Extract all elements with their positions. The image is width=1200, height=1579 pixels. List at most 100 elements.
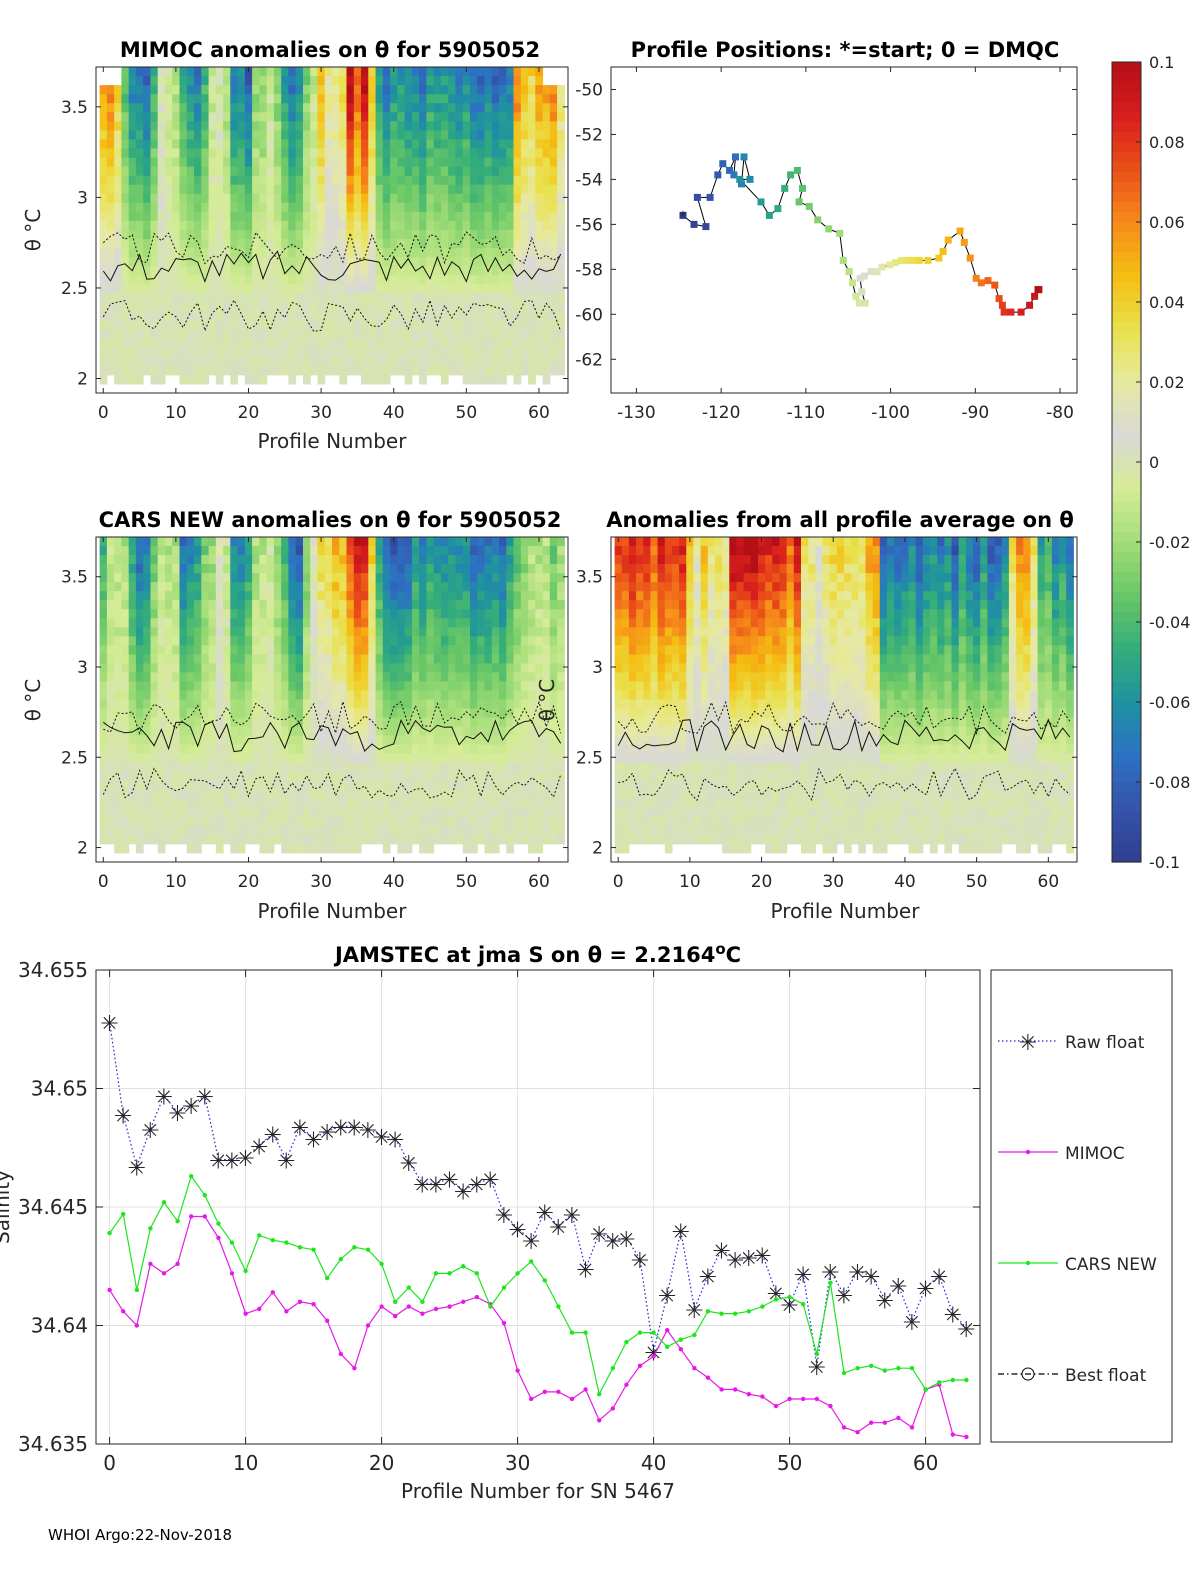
heatmap-cell: [288, 130, 296, 140]
heatmap-cell: [180, 176, 188, 186]
heatmap-cell: [230, 321, 238, 331]
heatmap-cell: [238, 348, 246, 358]
heatmap-cell: [528, 663, 536, 673]
heatmap-cell: [463, 627, 471, 637]
heatmap-cell: [665, 582, 673, 592]
heatmap-cell: [201, 537, 209, 547]
heatmap-cell: [506, 763, 514, 773]
heatmap-cell: [455, 627, 463, 637]
heatmap-cell: [259, 618, 267, 628]
heatmap-cell: [535, 293, 543, 303]
heatmap-cell: [143, 636, 151, 646]
heatmap-cell: [397, 67, 405, 77]
heatmap-cell: [238, 691, 246, 701]
heatmap-cell: [209, 618, 217, 628]
heatmap-cell: [165, 194, 173, 204]
heatmap-cell: [180, 817, 188, 827]
heatmap-cell: [477, 76, 485, 86]
heatmap-cell: [114, 772, 122, 782]
heatmap-cell: [650, 754, 658, 764]
heatmap-cell: [172, 366, 180, 376]
heatmap-cell: [434, 781, 442, 791]
heatmap-cell: [376, 139, 384, 149]
heatmap-cell: [151, 555, 159, 565]
heatmap-cell: [543, 817, 551, 827]
heatmap-cell: [455, 654, 463, 664]
heatmap-cell: [441, 330, 449, 340]
heatmap-cell: [318, 709, 326, 719]
heatmap-cell: [310, 718, 318, 728]
heatmap-cell: [230, 248, 238, 258]
heatmap-cell: [143, 112, 151, 122]
heatmap-cell: [506, 781, 514, 791]
heatmap-cell: [412, 727, 420, 737]
heatmap-cell: [636, 808, 644, 818]
heatmap-cell: [129, 537, 137, 547]
track-point: [846, 268, 853, 275]
heatmap-cell: [318, 76, 326, 86]
heatmap-cell: [100, 230, 108, 240]
heatmap-cell: [288, 808, 296, 818]
heatmap-cell: [259, 67, 267, 77]
heatmap-cell: [114, 158, 122, 168]
heatmap-cell: [354, 573, 362, 583]
heatmap-cell: [492, 582, 500, 592]
heatmap-cell: [252, 645, 260, 655]
heatmap-cell: [136, 275, 144, 285]
heatmap-cell: [318, 149, 326, 159]
heatmap-cell: [521, 763, 529, 773]
heatmap-cell: [528, 194, 536, 204]
heatmap-cell: [390, 94, 398, 104]
heatmap-cell: [636, 618, 644, 628]
heatmap-cell: [434, 76, 442, 86]
heatmap-cell: [557, 609, 565, 619]
heatmap-cell: [514, 176, 522, 186]
heatmap-cell: [165, 248, 173, 258]
heatmap-cell: [492, 645, 500, 655]
heatmap-cell: [238, 230, 246, 240]
heatmap-cell: [201, 709, 209, 719]
heatmap-cell: [136, 645, 144, 655]
heatmap-cell: [463, 781, 471, 791]
heatmap-cell: [448, 700, 456, 710]
heatmap-cell: [658, 636, 666, 646]
heatmap-cell: [477, 94, 485, 104]
heatmap-cell: [325, 790, 333, 800]
heatmap-cell: [477, 312, 485, 322]
heatmap-cell: [201, 564, 209, 574]
heatmap-cell: [129, 555, 137, 565]
heatmap-cell: [310, 826, 318, 836]
heatmap-cell: [209, 826, 217, 836]
heatmap-cell: [470, 176, 478, 186]
heatmap-cell: [288, 609, 296, 619]
heatmap-cell: [636, 654, 644, 664]
heatmap-cell: [252, 158, 260, 168]
heatmap-cell: [419, 555, 427, 565]
heatmap-cell: [499, 103, 507, 113]
heatmap-cell: [499, 275, 507, 285]
heatmap-cell: [318, 591, 326, 601]
colorbar-step: [1112, 652, 1141, 663]
heatmap-cell: [187, 600, 195, 610]
heatmap-cell: [514, 546, 522, 556]
heatmap-cell: [376, 239, 384, 249]
heatmap-cell: [259, 194, 267, 204]
heatmap-cell: [557, 312, 565, 322]
heatmap-cell: [267, 130, 275, 140]
heatmap-cell: [194, 763, 202, 773]
heatmap-cell: [100, 645, 108, 655]
heatmap-cell: [426, 312, 434, 322]
heatmap-cell: [463, 663, 471, 673]
heatmap-cell: [361, 176, 369, 186]
heatmap-cell: [419, 600, 427, 610]
heatmap-cell: [499, 375, 507, 385]
heatmap-cell: [376, 564, 384, 574]
heatmap-cell: [543, 176, 551, 186]
heatmap-cell: [216, 130, 224, 140]
heatmap-cell: [296, 754, 304, 764]
heatmap-cell: [151, 257, 159, 267]
y-tick-label: -54: [575, 170, 603, 190]
heatmap-cell: [397, 736, 405, 746]
heatmap-cell: [318, 266, 326, 276]
heatmap-cell: [405, 736, 413, 746]
